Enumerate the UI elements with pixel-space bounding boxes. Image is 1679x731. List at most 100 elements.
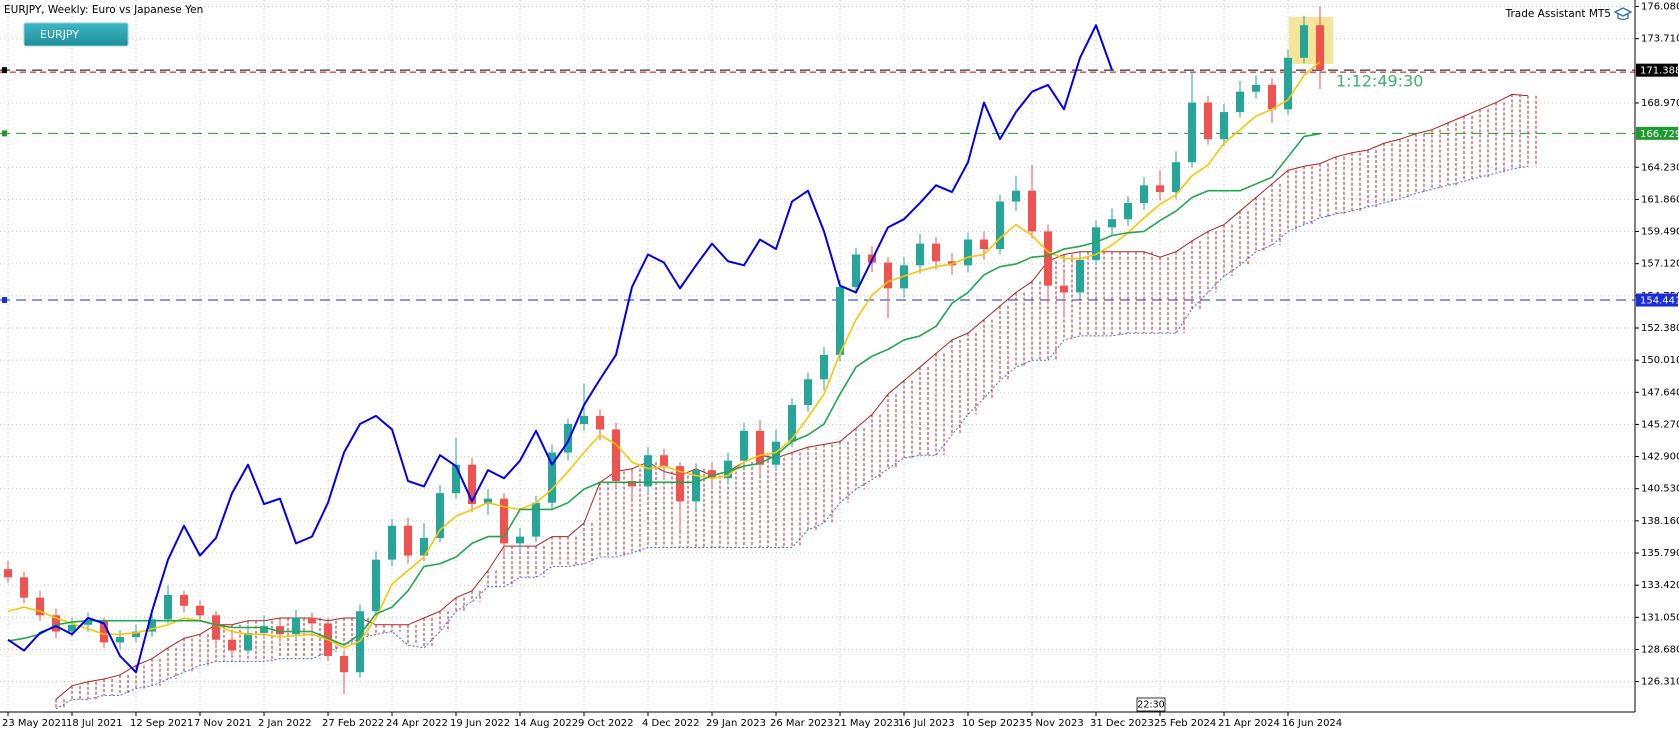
candle-body	[612, 429, 620, 481]
x-tick-label: 25 Feb 2024	[1154, 718, 1216, 729]
candle-body	[244, 632, 252, 651]
candle-body	[148, 619, 156, 632]
price-tag-label: 171.388	[1640, 66, 1679, 77]
y-tick-label: 128.680	[1641, 644, 1679, 655]
price-tag	[1636, 63, 1678, 77]
candle-body	[548, 452, 556, 503]
level-marker	[2, 297, 7, 304]
candle-body	[1108, 219, 1116, 228]
y-tick-label: 173.710	[1641, 34, 1679, 45]
price-levels	[0, 67, 1635, 304]
candle-body	[308, 617, 316, 624]
candle-body	[436, 493, 444, 538]
y-tick-label: 140.530	[1641, 484, 1679, 495]
candle-body	[628, 480, 636, 487]
candle-body	[132, 631, 140, 637]
indicator-icon	[1613, 7, 1633, 21]
candle-body	[404, 525, 412, 556]
x-tick-label: 21 Apr 2024	[1218, 718, 1280, 729]
price-tag-label: 166.729	[1640, 129, 1679, 140]
candle-body	[212, 615, 220, 640]
symbol-button[interactable]: EURJPY	[23, 22, 129, 47]
candle-body	[804, 379, 812, 406]
x-tick-label: 29 Jan 2023	[706, 718, 766, 729]
x-tick-label: 4 Dec 2022	[642, 718, 700, 729]
candle-body	[836, 287, 844, 355]
x-tick-label: 14 Aug 2022	[514, 718, 578, 729]
candle-body	[852, 254, 860, 288]
candle-body	[372, 559, 380, 612]
candle-body	[996, 201, 1004, 250]
candle-body	[1028, 190, 1036, 232]
candle-body	[164, 594, 172, 620]
candle-body	[596, 415, 604, 430]
y-tick-label: 138.160	[1641, 516, 1679, 527]
candle-body	[1124, 202, 1132, 220]
candle-body	[708, 470, 716, 479]
x-axis-area	[0, 712, 1635, 731]
x-tick-label: 26 Mar 2023	[770, 718, 833, 729]
price-tags: 171.388 166.729 154.441	[1636, 63, 1679, 307]
x-tick-label: 18 Jul 2021	[66, 718, 123, 729]
candle-body	[1076, 259, 1084, 293]
y-tick-label: 142.900	[1641, 452, 1679, 463]
symbol-button-label[interactable]: EURJPY	[40, 28, 79, 41]
candle-body	[468, 464, 476, 505]
candle-body	[788, 405, 796, 442]
ichimoku-cloud	[55, 93, 1537, 710]
indicator-lines	[7, 24, 1321, 674]
span-b-line	[55, 165, 1529, 710]
y-tick-label: 164.230	[1641, 162, 1679, 173]
y-axis-area	[1635, 0, 1679, 731]
y-tick-label: 161.860	[1641, 194, 1679, 205]
candle-body	[1092, 227, 1100, 260]
y-tick-label: 176.080	[1641, 2, 1679, 13]
x-tick-label: 9 Oct 2022	[578, 718, 633, 729]
candle-body	[1060, 285, 1068, 293]
candle-body	[564, 424, 572, 453]
candle-body	[340, 655, 348, 673]
x-tick-label: 7 Nov 2021	[194, 718, 252, 729]
candle-body	[100, 620, 108, 643]
candle-body	[1140, 185, 1148, 203]
indicator-line	[7, 24, 1113, 674]
candle-body	[228, 639, 236, 651]
candle-body	[292, 617, 300, 635]
candle-body	[180, 594, 188, 606]
candle-body	[1220, 112, 1228, 140]
candle-body	[36, 597, 44, 616]
y-tick-label: 159.490	[1641, 227, 1679, 238]
candle-body	[196, 605, 204, 616]
price-tag	[1636, 293, 1678, 307]
time-box-label: 22:30	[1137, 700, 1164, 711]
candle-body	[500, 498, 508, 544]
candle-body	[484, 498, 492, 505]
candle-body	[4, 569, 12, 578]
candle-body	[980, 239, 988, 250]
x-tick-label: 16 Jul 2023	[898, 718, 955, 729]
candle-body	[660, 455, 668, 467]
candle-body	[964, 239, 972, 266]
y-tick-label: 152.380	[1641, 323, 1679, 334]
candle-body	[724, 460, 732, 479]
candle-body	[52, 615, 60, 632]
candle-body	[1188, 102, 1196, 163]
x-tick-label: 31 Dec 2023	[1090, 718, 1154, 729]
candle-body	[1172, 162, 1180, 193]
symbol-button-bg[interactable]	[23, 22, 129, 47]
candle-body	[1300, 25, 1308, 58]
candle-body	[276, 626, 284, 635]
y-tick-label: 168.970	[1641, 98, 1679, 109]
candle-body	[932, 243, 940, 262]
x-tick-label: 24 Apr 2022	[386, 718, 448, 729]
candle-body	[916, 243, 924, 266]
candle-body	[644, 455, 652, 487]
highlight-box	[1289, 17, 1333, 64]
candle-body	[692, 470, 700, 502]
candle-body	[676, 466, 684, 502]
x-tick-label: 21 May 2023	[834, 718, 899, 729]
y-tick-label: 133.420	[1641, 580, 1679, 591]
candle-body	[740, 430, 748, 461]
